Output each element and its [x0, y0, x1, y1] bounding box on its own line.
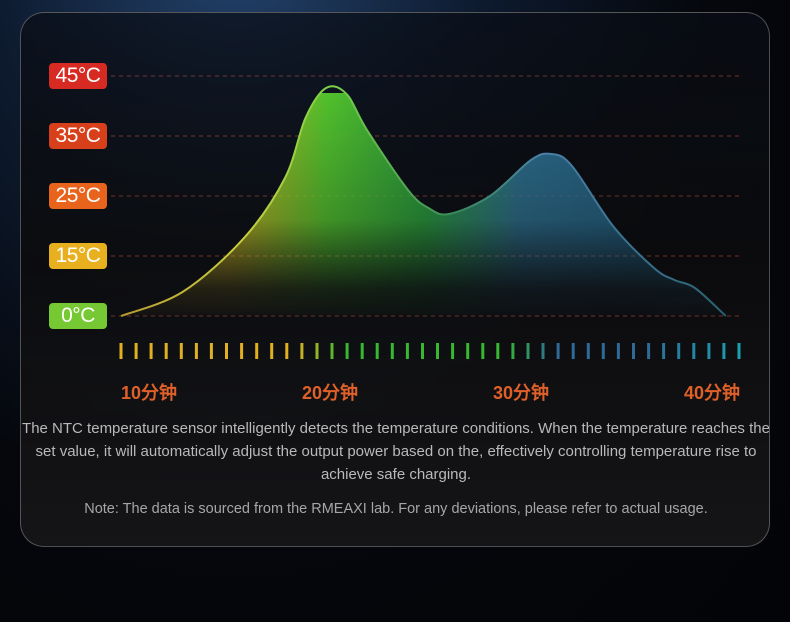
x-tick-mark: [601, 343, 605, 359]
x-tick-mark: [526, 343, 530, 359]
x-tick-mark: [722, 343, 726, 359]
x-tick-mark: [270, 343, 274, 359]
x-tick-mark: [134, 343, 138, 359]
x-tick-label: 10分钟: [121, 383, 178, 403]
x-tick-mark: [511, 343, 515, 359]
x-tick-mark: [586, 343, 590, 359]
source-note: Note: The data is sourced from the RMEAX…: [84, 501, 708, 517]
x-tick-mark: [240, 343, 244, 359]
x-tick-mark: [164, 343, 168, 359]
x-tick-mark: [330, 343, 334, 359]
temperature-area: [121, 86, 726, 316]
description-text: The NTC temperature sensor intelligently…: [22, 420, 770, 483]
x-tick-mark: [662, 343, 666, 359]
x-tick-mark: [375, 343, 379, 359]
x-tick-mark: [707, 343, 711, 359]
x-tick-mark: [315, 343, 319, 359]
x-tick-label: 20分钟: [302, 383, 359, 403]
x-tick-label: 30分钟: [493, 383, 550, 403]
x-tick-mark: [149, 343, 153, 359]
y-tick-label: 25°C: [49, 183, 107, 209]
x-tick-mark: [390, 343, 394, 359]
x-tick-mark: [405, 343, 409, 359]
y-tick-label: 45°C: [49, 63, 107, 89]
temperature-curve: [120, 85, 727, 317]
x-tick-mark: [209, 343, 213, 359]
y-tick-label: 0°C: [49, 303, 107, 329]
x-tick-mark: [360, 343, 364, 359]
x-tick-mark: [571, 343, 575, 359]
x-tick-mark: [225, 343, 228, 359]
x-tick-mark: [616, 343, 620, 359]
temperature-chart: [111, 75, 741, 359]
x-tick-mark: [632, 343, 635, 359]
x-tick-mark: [541, 343, 545, 359]
x-tick-label: 40分钟: [684, 383, 741, 403]
x-tick-mark: [436, 343, 439, 359]
chart-card: 45°C 35°C 25°C 15°C 0°C 10分钟 20分钟 30分钟 40分钟 The…: [20, 12, 770, 547]
x-tick-mark: [556, 343, 560, 359]
x-tick-mark: [255, 343, 259, 359]
x-tick-mark: [421, 343, 424, 359]
x-tick-mark: [692, 343, 696, 359]
y-tick-label: 15°C: [49, 243, 107, 269]
x-tick-mark: [194, 343, 198, 359]
x-tick-mark: [451, 343, 455, 359]
y-tick-label: 35°C: [49, 123, 107, 149]
x-tick-mark: [179, 343, 183, 359]
x-tick-mark: [677, 343, 681, 359]
x-tick-mark: [285, 343, 289, 359]
x-tick-mark: [737, 343, 741, 359]
x-tick-mark: [481, 343, 485, 359]
x-tick-mark: [647, 343, 651, 359]
x-tick-mark: [345, 343, 349, 359]
x-tick-mark: [119, 343, 123, 359]
x-tick-mark: [300, 343, 304, 359]
x-tick-mark: [496, 343, 500, 359]
x-tick-mark: [466, 343, 470, 359]
